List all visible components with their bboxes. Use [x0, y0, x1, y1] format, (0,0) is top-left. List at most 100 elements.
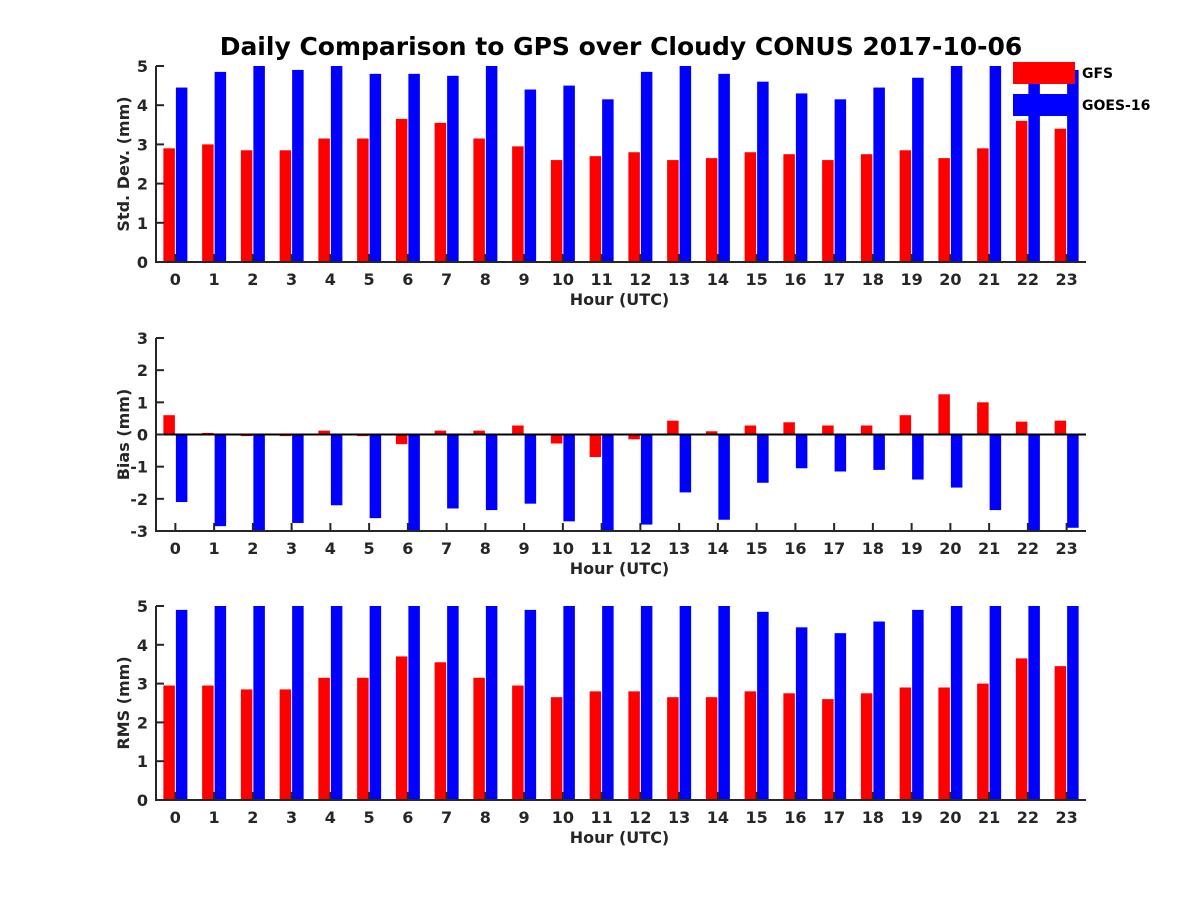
bar-gfs-7 [434, 662, 447, 800]
bar-gfs-11 [589, 691, 602, 800]
x-tick-label: 4 [325, 808, 336, 827]
x-tick-label: 7 [441, 539, 452, 558]
x-tick-label: 5 [364, 539, 375, 558]
bar-gfs-20 [938, 394, 950, 435]
bar-gfs-19 [899, 415, 912, 435]
bar-goes-16-2 [253, 434, 265, 531]
bar-goes-16-3 [292, 69, 304, 262]
bar-gfs-16 [783, 154, 795, 262]
bar-goes-16-22 [1028, 66, 1040, 262]
x-tick-label: 8 [480, 539, 491, 558]
bar-goes-16-20 [950, 606, 963, 800]
y-tick-label: 1 [137, 214, 148, 233]
bar-gfs-18 [860, 693, 873, 800]
x-tick-label: 9 [519, 808, 530, 827]
bar-gfs-22 [1015, 120, 1028, 262]
bar-gfs-12 [628, 434, 640, 440]
x-tick-label: 13 [668, 270, 690, 289]
x-tick-label: 17 [823, 270, 845, 289]
y-tick-label: 3 [137, 329, 148, 348]
bar-goes-16-12 [640, 71, 653, 262]
bar-gfs-13 [667, 697, 679, 800]
bar-gfs-23 [1054, 420, 1067, 435]
bar-gfs-14 [705, 431, 718, 435]
bar-goes-16-1 [214, 606, 227, 800]
bar-gfs-11 [589, 434, 602, 458]
bar-gfs-11 [589, 156, 602, 262]
bar-gfs-4 [318, 677, 330, 800]
y-tick-label: 2 [137, 713, 148, 732]
bar-goes-16-15 [757, 611, 769, 800]
bar-goes-16-13 [679, 434, 692, 493]
bar-gfs-12 [628, 152, 640, 262]
legend-label-gfs: GFS [1082, 66, 1113, 82]
x-tick-label: 22 [1017, 539, 1039, 558]
y-tick-label: 1 [137, 393, 148, 412]
x-tick-label: 7 [441, 808, 452, 827]
bar-goes-16-17 [834, 633, 847, 800]
bar-goes-16-7 [447, 606, 459, 800]
bar-gfs-5 [357, 138, 369, 262]
y-tick-label: -1 [130, 458, 148, 477]
x-tick-label: 11 [590, 808, 612, 827]
y-tick-label: 5 [137, 597, 148, 616]
x-tick-label: 23 [1055, 808, 1077, 827]
bar-gfs-15 [744, 152, 757, 262]
bar-gfs-10 [550, 697, 563, 800]
x-tick-label: 1 [209, 270, 220, 289]
bar-goes-16-20 [950, 434, 963, 488]
x-tick-label: 10 [552, 539, 574, 558]
bar-goes-16-14 [718, 606, 730, 800]
bar-gfs-1 [202, 685, 214, 800]
bar-goes-16-14 [718, 73, 730, 262]
bar-goes-16-19 [912, 77, 924, 262]
bar-gfs-2 [240, 689, 253, 800]
bar-gfs-15 [744, 691, 757, 800]
bar-goes-16-13 [679, 66, 692, 262]
x-tick-label: 6 [402, 539, 413, 558]
x-tick-label: 17 [823, 808, 845, 827]
bar-gfs-16 [783, 422, 795, 435]
bar-gfs-6 [395, 118, 408, 262]
x-tick-label: 23 [1055, 539, 1077, 558]
y-axis-label: Bias (mm) [114, 389, 133, 481]
y-tick-label: 0 [137, 253, 148, 272]
bar-gfs-4 [318, 138, 330, 262]
bar-goes-16-23 [1067, 434, 1079, 528]
bar-gfs-21 [977, 148, 989, 262]
y-axis-label: Std. Dev. (mm) [114, 96, 133, 231]
bar-gfs-9 [512, 425, 524, 435]
bar-goes-16-19 [912, 434, 924, 480]
x-tick-label: 22 [1017, 270, 1039, 289]
bar-goes-16-6 [408, 73, 420, 262]
y-tick-label: 3 [137, 675, 148, 694]
y-tick-label: 1 [137, 752, 148, 771]
y-tick-label: 4 [137, 96, 148, 115]
bar-goes-16-13 [679, 606, 692, 800]
x-tick-label: 20 [939, 808, 961, 827]
bar-goes-16-0 [175, 87, 188, 262]
x-tick-label: 14 [707, 539, 729, 558]
bar-goes-16-12 [640, 434, 653, 525]
x-tick-label: 19 [900, 539, 922, 558]
bar-goes-16-4 [330, 434, 343, 506]
bar-gfs-16 [783, 693, 795, 800]
bar-gfs-22 [1015, 421, 1028, 435]
bar-gfs-7 [434, 122, 447, 262]
bar-goes-16-22 [1028, 434, 1040, 531]
bar-goes-16-20 [950, 66, 963, 262]
bar-gfs-7 [434, 430, 447, 435]
bar-gfs-1 [202, 144, 214, 262]
bar-gfs-8 [473, 677, 485, 800]
bar-goes-16-1 [214, 71, 227, 262]
bar-gfs-22 [1015, 658, 1028, 800]
legend-swatch-gfs [1013, 62, 1075, 84]
bar-gfs-3 [279, 689, 292, 800]
bar-gfs-21 [977, 402, 989, 435]
x-tick-label: 4 [325, 539, 336, 558]
bar-gfs-15 [744, 425, 757, 435]
x-axis-label: Hour (UTC) [570, 828, 670, 847]
x-tick-label: 16 [784, 539, 806, 558]
